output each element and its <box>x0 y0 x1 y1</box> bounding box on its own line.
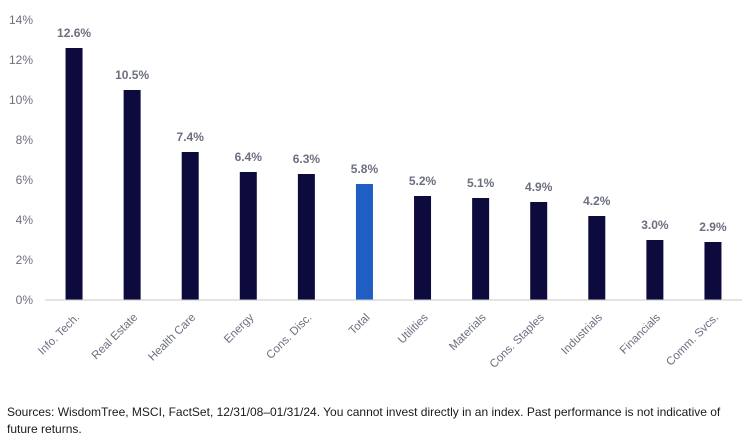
y-axis: 0% 2% 4% 6% 8% 10% 12% 14% <box>9 13 33 307</box>
y-tick-label: 2% <box>16 253 34 267</box>
x-tick-label: Industrials <box>559 311 605 357</box>
y-tick-label: 12% <box>9 53 33 67</box>
bar-energy <box>239 172 257 300</box>
data-labels: 12.6% 10.5% 7.4% 6.4% 6.3% 5.8% 5.2% 5.1% 4.9% 4.… <box>57 26 727 234</box>
data-label: 3.0% <box>641 218 669 232</box>
bars <box>65 48 722 300</box>
data-label: 4.2% <box>583 194 611 208</box>
bar-materials <box>472 198 490 300</box>
x-tick-label: Cons. Disc. <box>264 312 314 362</box>
bar-industrials <box>588 216 606 300</box>
x-tick-label: Cons. Staples <box>488 311 547 370</box>
bar-info-tech <box>65 48 83 300</box>
x-tick-label: Energy <box>222 311 256 345</box>
bar-health-care <box>181 152 199 300</box>
data-label: 5.1% <box>467 176 495 190</box>
bar-cons-disc <box>297 174 315 300</box>
y-tick-label: 4% <box>16 213 34 227</box>
data-label: 12.6% <box>57 26 91 40</box>
bar-comm-svcs <box>704 242 722 300</box>
data-label: 10.5% <box>115 68 149 82</box>
x-tick-label: Utilities <box>396 311 431 346</box>
bar-chart: 0% 2% 4% 6% 8% 10% 12% 14% 12.6% 10.5% 7.4% 6.4% 6.… <box>9 13 742 371</box>
y-tick-label: 10% <box>9 93 33 107</box>
data-label: 4.9% <box>525 180 553 194</box>
bar-total <box>355 184 373 300</box>
data-label: 7.4% <box>177 130 205 144</box>
data-label: 6.3% <box>293 152 321 166</box>
y-tick-label: 8% <box>16 133 34 147</box>
y-tick-label: 14% <box>9 13 33 27</box>
source-note: Sources: WisdomTree, MSCI, FactSet, 12/3… <box>7 405 721 436</box>
data-label: 5.8% <box>351 162 379 176</box>
data-label: 5.2% <box>409 174 437 188</box>
bar-utilities <box>414 196 432 300</box>
x-tick-label: Comm. Svcs. <box>664 312 721 369</box>
data-label: 6.4% <box>235 150 263 164</box>
bar-real-estate <box>123 90 141 300</box>
bar-cons-staples <box>530 202 548 300</box>
x-tick-label: Materials <box>447 311 489 353</box>
y-tick-label: 0% <box>16 293 34 307</box>
x-axis-labels: Info. Tech. Real Estate Health Care Energy C… <box>36 311 721 370</box>
y-tick-label: 6% <box>16 173 34 187</box>
x-tick-label: Real Estate <box>90 312 141 363</box>
x-tick-label: Total <box>347 312 373 338</box>
x-tick-label: Info. Tech. <box>36 312 82 358</box>
x-tick-label: Financials <box>618 311 663 356</box>
bar-financials <box>646 240 664 300</box>
x-tick-label: Health Care <box>146 312 198 364</box>
data-label: 2.9% <box>699 220 727 234</box>
